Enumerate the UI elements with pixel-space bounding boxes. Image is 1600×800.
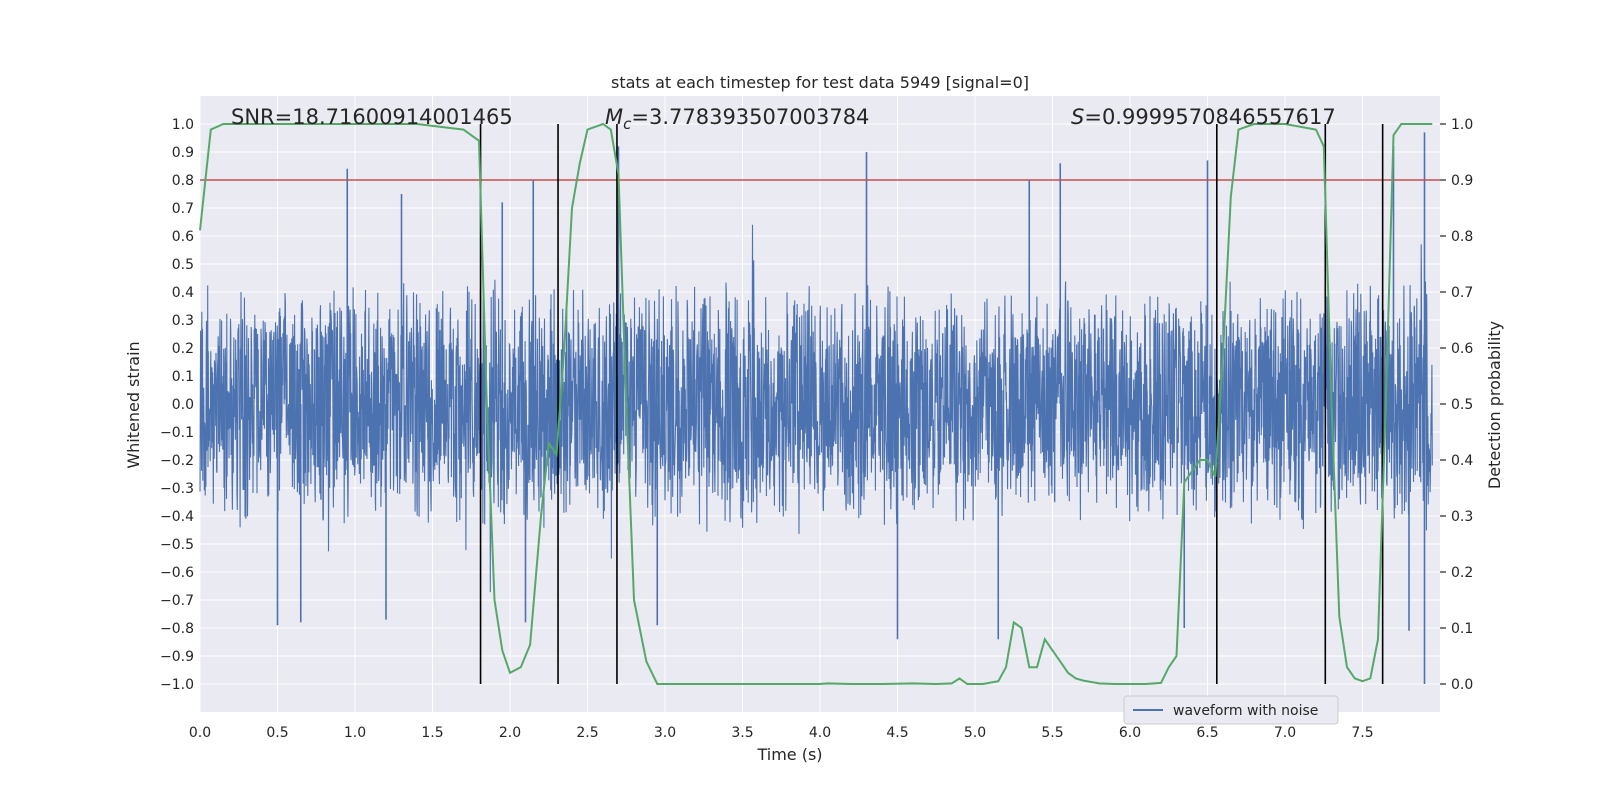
x-tick-label: 7.5 [1351, 725, 1373, 741]
x-tick-labels: 0.0 0.5 1.0 1.5 2.0 2.5 3.0 3.5 4.0 4.5 5.0 5.5 6.0 6… [189, 725, 1374, 741]
overlay-lines [199, 122, 1440, 686]
chart-title: stats at each timestep for test data 594… [611, 73, 1029, 92]
x-tick-label: 1.0 [344, 725, 366, 741]
y-axis-label: Whitened strain [124, 341, 143, 468]
x-tick-label: 5.5 [1041, 725, 1063, 741]
x-tick-label: 2.0 [499, 725, 521, 741]
y-tick-label: 0.2 [172, 341, 194, 357]
y-tick-label: −0.3 [160, 481, 194, 497]
y2-tick-label: 0.8 [1451, 229, 1473, 245]
strain-line [199, 224, 1433, 593]
y-tick-label: 0.8 [172, 173, 194, 189]
detection-probability-line [199, 122, 1433, 686]
x-tick-label: 3.0 [654, 725, 676, 741]
x-tick-label: 0.0 [189, 725, 211, 741]
x-tick-label: 1.5 [421, 725, 443, 741]
y-tick-label: −0.8 [160, 621, 194, 637]
y2-tick-label: 0.2 [1451, 565, 1473, 581]
y2-tick-labels: 1.0 0.9 0.8 0.7 0.6 0.5 0.4 0.3 0.2 0.1 0.0 [1440, 117, 1473, 693]
chirp-mass-subscript: c [623, 115, 632, 133]
y-tick-label: 0.3 [172, 313, 194, 329]
x-tick-label: 4.0 [809, 725, 831, 741]
x-tick-label: 5.0 [964, 725, 986, 741]
legend: waveform with noise [1123, 695, 1339, 725]
x-tick-label: 6.0 [1119, 725, 1141, 741]
x-tick-label: 6.5 [1196, 725, 1218, 741]
x-tick-label: 7.0 [1274, 725, 1296, 741]
legend-box [1123, 695, 1339, 725]
y-tick-label: 0.4 [172, 285, 194, 301]
y-tick-label: 0.0 [172, 397, 194, 413]
y2-tick-label: 0.0 [1451, 677, 1473, 693]
x-axis-label: Time (s) [756, 745, 822, 764]
y2-tick-label: 0.4 [1451, 453, 1473, 469]
y-tick-label: 0.1 [172, 369, 194, 385]
y2-tick-label: 0.6 [1451, 341, 1473, 357]
y-tick-label: 0.7 [172, 201, 194, 217]
x-tick-label: 3.5 [731, 725, 753, 741]
y-tick-label: 0.9 [172, 145, 194, 161]
snr-annotation: SNR=18.71600914001465 [231, 105, 513, 129]
score-symbol: S [1071, 105, 1084, 129]
strain-series [199, 132, 1433, 684]
x-tick-label: 0.5 [266, 725, 288, 741]
y2-tick-label: 0.7 [1451, 285, 1473, 301]
score-annotation: S=0.9999570846557617 [1071, 105, 1336, 129]
y-tick-label: 0.5 [172, 257, 194, 273]
y-tick-label: −0.4 [160, 509, 194, 525]
x-tick-label: 2.5 [576, 725, 598, 741]
y2-tick-label: 0.1 [1451, 621, 1473, 637]
y-tick-label: −0.1 [160, 425, 194, 441]
y-tick-label: −1.0 [160, 677, 194, 693]
y-tick-labels: 1.0 0.9 0.8 0.7 0.6 0.5 0.4 0.3 0.2 0.1 0.0 −0.1 −0.… [160, 117, 194, 693]
y2-tick-label: 0.5 [1451, 397, 1473, 413]
score-value: =0.9999570846557617 [1084, 105, 1335, 129]
chirp-mass-value: =3.778393507003784 [631, 105, 869, 129]
y2-tick-label: 0.9 [1451, 173, 1473, 189]
y2-tick-label: 1.0 [1451, 117, 1473, 133]
y2-tick-label: 0.3 [1451, 509, 1473, 525]
y-tick-label: 0.6 [172, 229, 194, 245]
y-tick-label: −0.9 [160, 649, 194, 665]
y-tick-label: 1.0 [172, 117, 194, 133]
y-tick-label: −0.7 [160, 593, 194, 609]
y2-axis-label: Detection probability [1485, 321, 1504, 489]
y-tick-label: −0.2 [160, 453, 194, 469]
x-tick-label: 4.5 [886, 725, 908, 741]
chirp-mass-annotation: Mc=3.778393507003784 [605, 105, 869, 133]
legend-label: waveform with noise [1173, 703, 1318, 719]
chirp-mass-symbol: M [605, 105, 623, 129]
y-tick-label: −0.6 [160, 565, 194, 581]
y-tick-label: −0.5 [160, 537, 194, 553]
